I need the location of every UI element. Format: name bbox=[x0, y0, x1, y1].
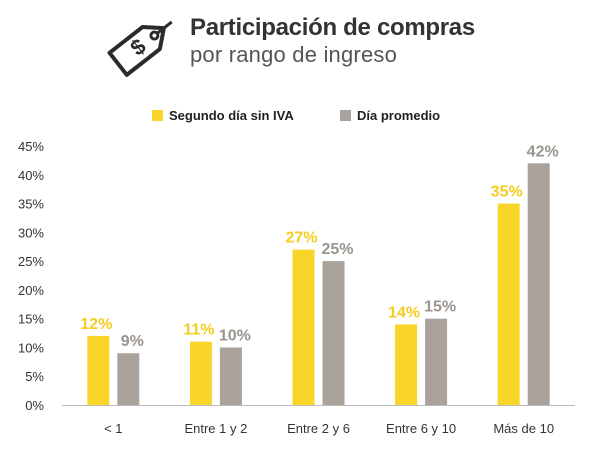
y-tick-label: 45% bbox=[18, 139, 44, 154]
x-tick-label: Más de 10 bbox=[493, 421, 554, 436]
y-tick-label: 0% bbox=[25, 398, 44, 413]
bar-series-2 bbox=[219, 347, 242, 405]
data-label-series-2: 15% bbox=[424, 299, 456, 316]
legend-swatch-series-1 bbox=[152, 110, 163, 121]
x-tick-label: Entre 6 y 10 bbox=[386, 421, 456, 436]
legend-item-series-1: Segundo día sin IVA bbox=[152, 108, 294, 123]
bar-series-2 bbox=[117, 353, 140, 405]
bar-series-1 bbox=[395, 324, 418, 405]
x-tick-label: < 1 bbox=[104, 421, 122, 436]
bar-series-1 bbox=[189, 341, 212, 405]
y-tick-label: 10% bbox=[18, 340, 44, 355]
data-label-series-1: 14% bbox=[388, 304, 420, 321]
x-tick-label: Entre 1 y 2 bbox=[184, 421, 247, 436]
bar-series-1 bbox=[497, 203, 520, 405]
data-label-series-2: 9% bbox=[121, 333, 144, 350]
data-label-series-1: 12% bbox=[80, 316, 112, 333]
data-label-series-2: 25% bbox=[321, 241, 353, 258]
legend-item-series-2: Día promedio bbox=[340, 108, 440, 123]
chart-subtitle: por rango de ingreso bbox=[190, 42, 398, 67]
legend-label-series-2: Día promedio bbox=[357, 108, 441, 123]
bar-series-2 bbox=[527, 163, 550, 405]
legend-label-series-1: Segundo día sin IVA bbox=[169, 108, 294, 123]
data-label-series-1: 27% bbox=[285, 230, 317, 247]
data-label-series-2: 42% bbox=[527, 143, 559, 160]
y-tick-label: 15% bbox=[18, 312, 44, 327]
bar-series-1 bbox=[292, 249, 315, 405]
data-label-series-1: 35% bbox=[491, 184, 523, 201]
data-label-series-1: 11% bbox=[183, 322, 214, 339]
y-tick-label: 20% bbox=[18, 283, 44, 298]
y-tick-label: 25% bbox=[18, 254, 44, 269]
chart-legend: Segundo día sin IVA Día promedio bbox=[0, 108, 592, 128]
price-tag-dollar-icon: $ bbox=[107, 20, 173, 77]
bar-series-2 bbox=[425, 318, 448, 405]
y-tick-label: 40% bbox=[18, 168, 44, 183]
y-tick-label: 35% bbox=[18, 197, 44, 212]
y-tick-label: 30% bbox=[18, 225, 44, 240]
bar-series-1 bbox=[87, 335, 110, 405]
legend-swatch-series-2 bbox=[340, 110, 351, 121]
chart-title: Participación de compras bbox=[190, 14, 475, 41]
chart-header: $ Participación de compras por rango de … bbox=[0, 0, 592, 100]
bar-series-2 bbox=[322, 261, 345, 405]
y-tick-label: 5% bbox=[25, 369, 44, 384]
data-label-series-2: 10% bbox=[219, 327, 251, 344]
x-tick-label: Entre 2 y 6 bbox=[287, 421, 350, 436]
